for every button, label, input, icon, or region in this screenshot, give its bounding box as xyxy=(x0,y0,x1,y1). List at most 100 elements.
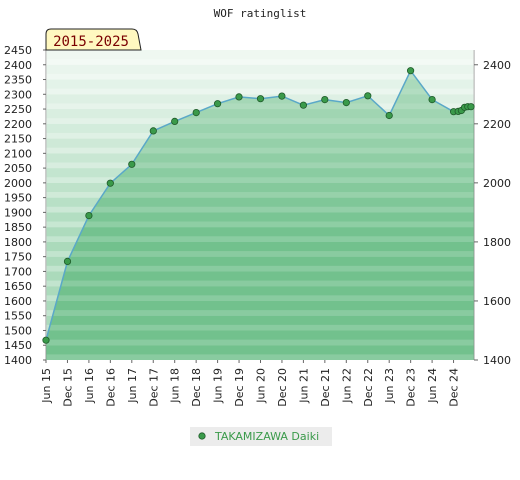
y-left-tick-label: 2150 xyxy=(4,133,32,146)
data-point xyxy=(299,101,307,109)
band xyxy=(46,197,474,213)
x-tick-label: Dec 22 xyxy=(362,368,375,407)
band-sheen xyxy=(46,236,474,242)
band-sheen xyxy=(46,265,474,272)
legend: TAKAMIZAWA Daiki xyxy=(190,427,332,446)
y-right-tick-label: 1600 xyxy=(483,295,511,308)
x-tick-label: Jun 24 xyxy=(426,368,439,404)
band-sheen xyxy=(46,280,474,287)
band-sheen xyxy=(46,118,474,124)
data-point xyxy=(128,160,136,168)
y-right-tick-label: 2400 xyxy=(483,59,511,72)
y-left-tick-label: 1600 xyxy=(4,295,32,308)
x-tick-label: Jun 18 xyxy=(169,368,182,404)
x-tick-label: Jun 21 xyxy=(297,368,310,404)
y-right-tick-label: 2200 xyxy=(483,118,511,131)
y-left-tick-label: 1750 xyxy=(4,251,32,264)
band xyxy=(46,64,474,80)
y-left-tick-label: 1400 xyxy=(4,354,32,367)
y-left-tick-label: 2000 xyxy=(4,177,32,190)
band xyxy=(46,168,474,183)
data-point xyxy=(106,179,114,187)
y-left-tick-label: 1500 xyxy=(4,324,32,337)
band xyxy=(46,109,474,124)
x-tick-label: Jun 16 xyxy=(83,368,96,404)
band-sheen xyxy=(46,103,474,110)
legend-marker xyxy=(198,432,206,440)
y-left-tick-label: 2250 xyxy=(4,103,32,116)
data-point xyxy=(321,96,329,104)
period-badge: 2015-2025 xyxy=(45,28,142,51)
data-point xyxy=(428,96,436,104)
x-tick-label: Dec 19 xyxy=(233,368,246,407)
band xyxy=(46,300,474,316)
data-point xyxy=(149,127,157,135)
y-left-tick-label: 1950 xyxy=(4,192,32,205)
plot-background xyxy=(46,50,474,360)
band-sheen xyxy=(46,147,474,154)
x-tick-label: Jun 22 xyxy=(340,368,353,404)
data-point xyxy=(42,336,50,344)
y-left-tick-label: 1700 xyxy=(4,265,32,278)
band-sheen xyxy=(46,295,474,301)
band-sheen xyxy=(46,162,474,169)
x-tick-label: Dec 23 xyxy=(405,368,418,407)
y-left-tick-label: 1550 xyxy=(4,310,32,323)
band-sheen xyxy=(46,132,474,139)
x-tick-label: Dec 16 xyxy=(104,368,117,407)
y-left-tick-label: 2050 xyxy=(4,162,32,175)
data-point xyxy=(171,117,179,126)
data-point xyxy=(406,67,415,75)
data-point xyxy=(85,212,93,220)
x-tick-label: Jun 15 xyxy=(40,368,53,404)
y-left-tick-label: 1900 xyxy=(4,206,32,219)
band xyxy=(46,227,474,242)
band-sheen xyxy=(46,324,474,331)
band xyxy=(46,153,474,169)
chart-title: WOF ratinglist xyxy=(214,7,307,20)
band xyxy=(46,241,474,257)
band xyxy=(46,271,474,287)
band xyxy=(46,182,474,198)
y-left-tick-label: 2450 xyxy=(4,44,32,57)
data-point xyxy=(385,111,393,120)
band-sheen xyxy=(46,177,474,183)
data-point xyxy=(364,92,372,100)
x-tick-label: Dec 24 xyxy=(448,368,461,407)
series-area xyxy=(46,70,474,360)
y-left-tick-label: 2200 xyxy=(4,118,32,131)
plot-above-fade xyxy=(46,50,474,341)
data-point xyxy=(192,109,200,117)
x-tick-label: Dec 15 xyxy=(61,368,74,407)
y-left-tick-label: 2300 xyxy=(4,88,32,101)
x-tick-label: Dec 18 xyxy=(190,368,203,407)
band-sheen xyxy=(46,73,474,80)
band-sheen xyxy=(46,221,474,228)
x-tick-label: Jun 20 xyxy=(255,368,268,404)
x-tick-label: Dec 17 xyxy=(147,368,160,407)
band xyxy=(46,79,474,95)
y-left-tick-label: 1850 xyxy=(4,221,32,234)
x-tick-label: Dec 20 xyxy=(276,368,289,407)
band xyxy=(46,286,474,301)
legend-label: TAKAMIZAWA Daiki xyxy=(214,430,319,443)
data-point xyxy=(342,99,350,107)
period-badge-text: 2015-2025 xyxy=(53,34,129,50)
data-point xyxy=(214,100,222,108)
y-right-tick-label: 1800 xyxy=(483,236,511,249)
band-sheen xyxy=(46,192,474,198)
x-tick-label: Dec 21 xyxy=(319,368,332,407)
data-point xyxy=(278,92,286,100)
band-sheen xyxy=(46,59,474,65)
band xyxy=(46,345,474,360)
y-left-tick-label: 2100 xyxy=(4,147,32,160)
data-point xyxy=(467,103,475,111)
y-left-tick-label: 1650 xyxy=(4,280,32,293)
data-point xyxy=(63,257,72,265)
band xyxy=(46,138,474,154)
y-left-tick-label: 1450 xyxy=(4,339,32,352)
y-right-tick-label: 2000 xyxy=(483,177,511,190)
band-sheen xyxy=(46,88,474,95)
